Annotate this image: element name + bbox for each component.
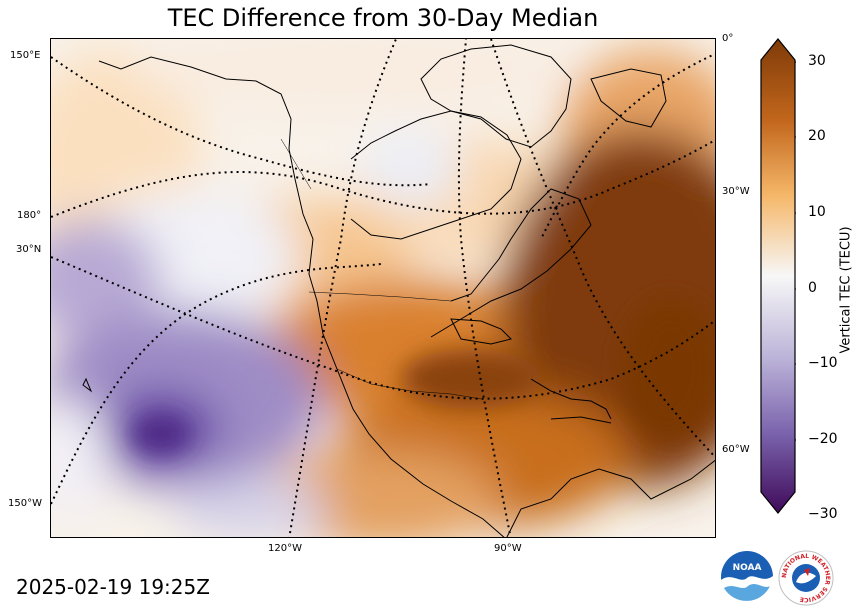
svg-text:NOAA: NOAA bbox=[733, 563, 762, 573]
grid-label-150e: 150°E bbox=[10, 50, 41, 61]
grid-label-30n: 30°N bbox=[16, 244, 42, 255]
grid-label-120w: 120°W bbox=[268, 543, 302, 554]
coastlines bbox=[82, 44, 715, 537]
grid-label-150w: 150°W bbox=[8, 498, 42, 509]
grid-label-60w: 60°W bbox=[722, 444, 750, 455]
timestamp: 2025-02-19 19:25Z bbox=[16, 575, 210, 599]
colorbar-tick-0: 0 bbox=[808, 280, 817, 296]
grid-label-30w: 30°W bbox=[722, 186, 750, 197]
grid-label-0: 0° bbox=[722, 33, 734, 44]
grid-label-90w: 90°W bbox=[494, 543, 522, 554]
colorbar-label: Vertical TEC (TECU) bbox=[838, 226, 854, 354]
colorbar-tick-neg30: −30 bbox=[808, 506, 838, 522]
colorbar-tick-neg10: −10 bbox=[808, 355, 838, 371]
graticule bbox=[51, 39, 715, 537]
colorbar-tick-neg20: −20 bbox=[808, 431, 838, 447]
tec-map-canvas bbox=[51, 39, 715, 537]
tec-field bbox=[51, 39, 715, 537]
nws-logo: NATIONAL WEATHER SERVICE bbox=[778, 550, 834, 610]
colorbar-tick-30: 30 bbox=[808, 53, 826, 69]
grid-label-180: 180° bbox=[17, 210, 42, 221]
colorbar bbox=[760, 38, 800, 518]
colorbar-tick-10: 10 bbox=[808, 204, 826, 220]
map-title: TEC Difference from 30-Day Median bbox=[167, 4, 599, 32]
noaa-logo: NOAA bbox=[720, 550, 774, 608]
colorbar-tick-20: 20 bbox=[808, 128, 826, 144]
colorbar-scale bbox=[760, 38, 800, 516]
tec-map bbox=[50, 38, 716, 538]
